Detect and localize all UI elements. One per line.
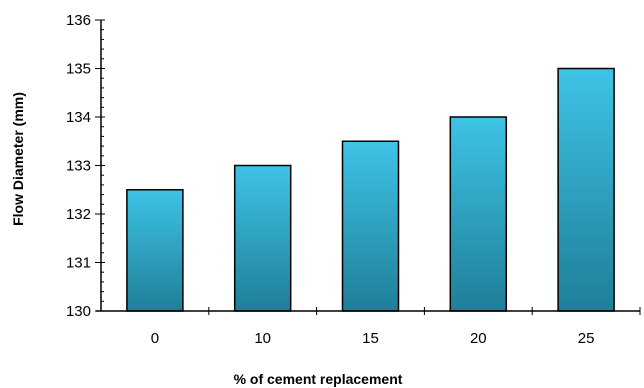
y-tick-label: 131 [66, 255, 91, 272]
y-axis-title: Flow Diameter (mm) [10, 92, 26, 226]
x-axis-tick-labels: 0 10 15 20 25 [151, 307, 641, 347]
y-tick-label: 135 [66, 61, 91, 78]
x-tick-label: 20 [470, 330, 487, 347]
x-tick-label: 10 [254, 330, 271, 347]
y-axis-ticks: 130 131 132 133 134 135 136 [66, 12, 105, 320]
y-tick-label: 136 [66, 12, 91, 29]
bars [126, 67, 615, 312]
y-tick-label: 134 [66, 109, 91, 126]
bar-0 [126, 189, 184, 312]
y-tick-label: 132 [66, 206, 91, 223]
bar-15 [341, 140, 400, 312]
bar-20 [449, 116, 508, 312]
x-tick-label: 25 [578, 330, 595, 347]
bar-10 [233, 164, 292, 312]
bar-25 [557, 67, 615, 312]
y-tick-label: 130 [66, 303, 91, 320]
x-axis-title: % of cement replacement [234, 371, 403, 387]
x-tick-label: 15 [362, 330, 379, 347]
axes [96, 20, 640, 312]
y-tick-label: 133 [66, 158, 91, 175]
x-tick-label: 0 [151, 330, 159, 347]
